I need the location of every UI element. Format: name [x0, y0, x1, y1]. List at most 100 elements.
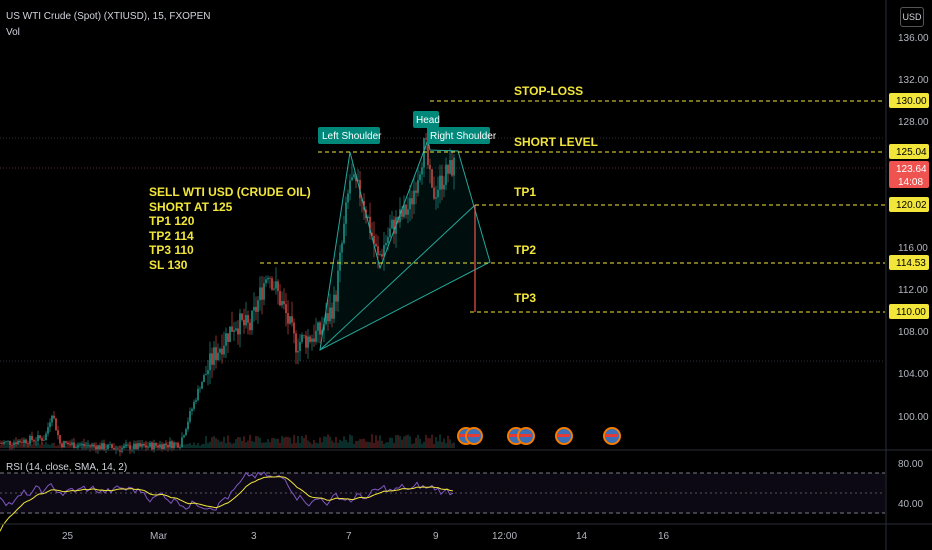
volume-label[interactable]: Vol — [6, 27, 20, 38]
short-price-tag — [889, 144, 929, 159]
volume-bar — [443, 438, 445, 448]
us-flag-icon[interactable] — [465, 427, 483, 445]
rsi-pane[interactable]: RSI (14, close, SMA, 14, 2) — [0, 449, 932, 532]
volume-bar — [253, 441, 255, 448]
candle-body — [7, 440, 9, 442]
candle-body — [51, 415, 53, 423]
candle-body — [97, 445, 99, 451]
candle-body — [331, 307, 333, 319]
candle-body — [85, 445, 87, 447]
time-tick: 16 — [658, 531, 670, 542]
candle-body — [341, 243, 343, 253]
volume-bar — [229, 442, 231, 448]
candle-body — [367, 216, 369, 218]
volume-bar — [331, 440, 333, 448]
volume-bar — [217, 439, 219, 448]
candle-body — [179, 447, 181, 448]
candle-body — [265, 279, 267, 284]
candle-body — [425, 138, 427, 140]
candle-body — [9, 440, 11, 445]
volume-bar — [317, 443, 319, 448]
volume-bar — [429, 438, 431, 448]
candle-body — [137, 443, 139, 450]
volume-bar — [167, 442, 169, 448]
candle-body — [417, 180, 419, 193]
symbol-title[interactable]: US WTI Crude (Spot) (XTIUSD), 15, FXOPEN — [6, 11, 211, 22]
volume-bar — [49, 444, 51, 448]
candle-body — [139, 443, 141, 447]
right-shoulder-label: Right Shoulder — [430, 131, 497, 142]
candle-body — [271, 278, 273, 290]
candle-body — [423, 138, 425, 168]
candle-body — [33, 440, 35, 442]
volume-bar — [425, 434, 427, 448]
candle-body — [233, 330, 235, 332]
us-flag-icon[interactable] — [603, 427, 621, 445]
volume-bar — [203, 444, 205, 448]
volume-bar — [435, 437, 437, 448]
volume-bar — [221, 441, 223, 448]
candle-body — [451, 160, 453, 176]
time-tick: Mar — [150, 531, 168, 542]
volume-bar — [117, 445, 119, 448]
candle-body — [159, 444, 161, 448]
pattern-outline — [319, 138, 491, 351]
candle-body — [225, 333, 227, 346]
us-flag-icon[interactable] — [517, 427, 535, 445]
volume-bar — [437, 441, 439, 448]
volume-bar — [353, 443, 355, 448]
volume-bar — [233, 442, 235, 448]
volume-bar — [235, 439, 237, 448]
volume-bar — [405, 435, 407, 448]
volume-bar — [1, 442, 3, 448]
volume-bar — [377, 440, 379, 448]
candle-body — [319, 322, 321, 335]
candle-body — [315, 330, 317, 342]
event-markers[interactable] — [457, 427, 621, 445]
left-shoulder-label: Left Shoulder — [322, 131, 382, 142]
candle-body — [107, 444, 109, 449]
volume-bar — [33, 445, 35, 448]
volume-bar — [363, 438, 365, 448]
volume-bar — [47, 444, 49, 448]
time-tick: 3 — [251, 531, 257, 542]
candle-body — [413, 190, 415, 205]
volume-bar — [439, 434, 441, 448]
candle-body — [3, 442, 5, 444]
candle-body — [447, 164, 449, 174]
volume-bar — [193, 442, 195, 448]
candle-body — [391, 219, 393, 229]
volume-bar — [431, 434, 433, 448]
candle-body — [255, 306, 257, 312]
candle-body — [301, 334, 303, 342]
short-level-label: SHORT LEVEL — [514, 135, 598, 149]
volume-bar — [421, 443, 423, 448]
candle-body — [25, 439, 27, 444]
volume-bar — [201, 444, 203, 448]
candle-body — [67, 442, 69, 445]
price-axis[interactable]: 136.00 132.00 128.00 116.00 112.00 108.0… — [885, 0, 929, 550]
volume-bar — [261, 442, 263, 448]
candle-body — [335, 294, 337, 302]
rsi-label: RSI (14, close, SMA, 14, 2) — [6, 462, 127, 473]
volume-bar — [187, 443, 189, 448]
note-line: TP3 110 — [149, 243, 194, 258]
time-axis[interactable]: 25 Mar 3 7 9 12:00 14 16 — [0, 523, 932, 542]
volume-bar — [121, 445, 123, 448]
volume-bar — [303, 437, 305, 448]
candle-body — [57, 430, 59, 436]
currency-button[interactable]: USD — [900, 7, 924, 27]
candle-body — [269, 277, 271, 279]
candle-body — [101, 443, 103, 450]
candle-body — [277, 281, 279, 292]
candle-body — [299, 341, 301, 352]
volume-bar — [295, 442, 297, 448]
candle-body — [203, 375, 205, 383]
volume-bar — [113, 443, 115, 448]
candle-body — [47, 427, 49, 434]
candle-body — [379, 254, 381, 255]
us-flag-icon[interactable] — [555, 427, 573, 445]
candle-body — [405, 204, 407, 215]
candle-body — [39, 435, 41, 439]
